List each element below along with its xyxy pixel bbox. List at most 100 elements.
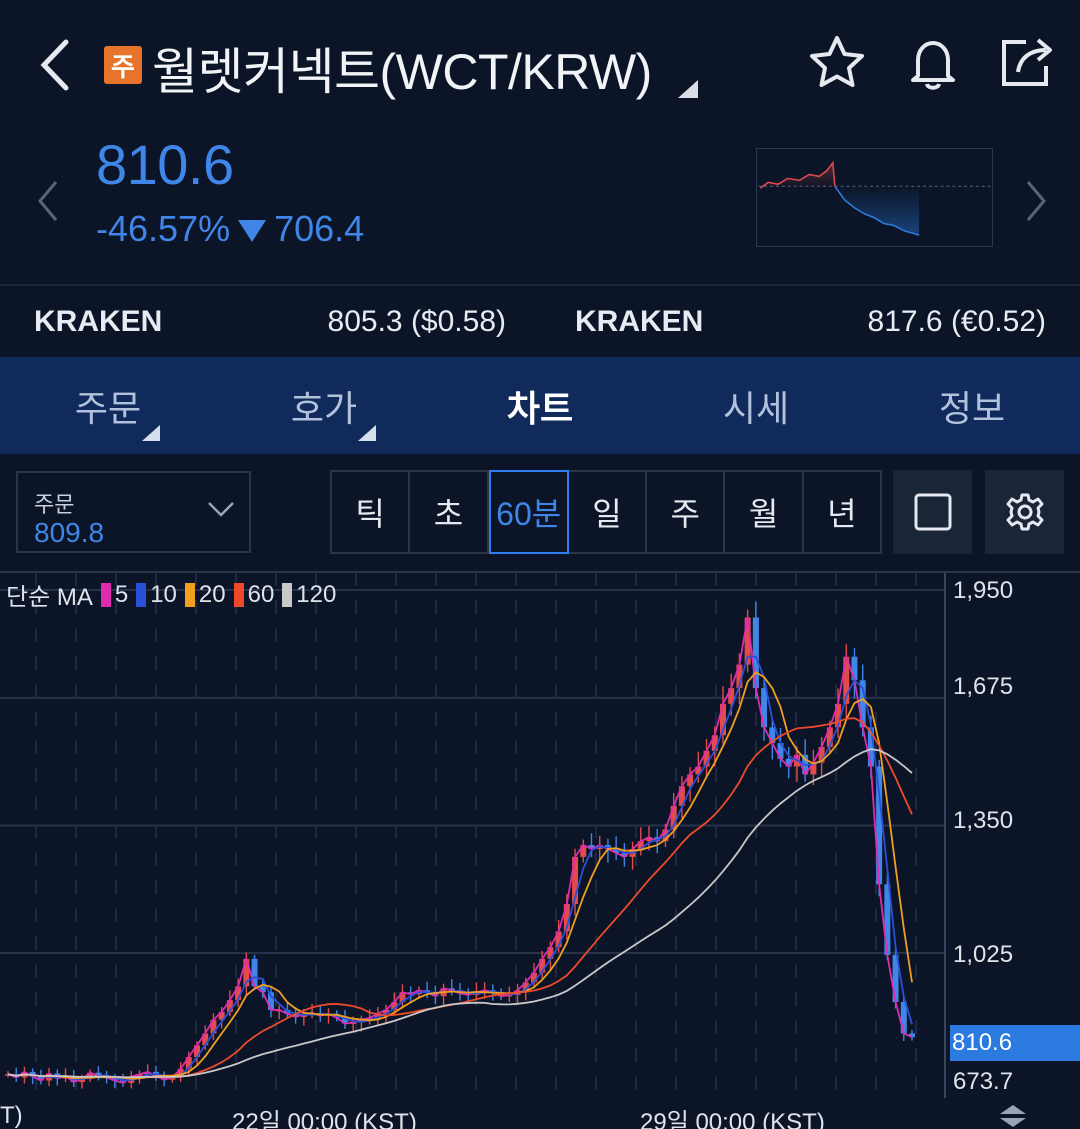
app-header: 주 월렛커넥트(WCT/KRW) [0, 0, 1080, 128]
ma120-label: 120 [296, 580, 337, 608]
price-chart[interactable] [0, 570, 1080, 1129]
candle-body [341, 1017, 348, 1024]
order-label: 주문 [34, 492, 75, 517]
candle-body [292, 1013, 299, 1017]
tab-quotes[interactable]: 시세 [648, 357, 864, 454]
share-icon[interactable] [996, 32, 1058, 94]
candle-body [588, 845, 595, 850]
candle-body [785, 758, 792, 767]
mini-sparkline-chart[interactable] [756, 148, 993, 247]
market-badge: 주 [104, 46, 142, 84]
candle-body [120, 1080, 127, 1083]
candle-body [243, 958, 250, 987]
ma10-swatch [136, 582, 147, 607]
ma20-label: 20 [198, 580, 226, 608]
prev-asset-chevron-icon[interactable] [30, 176, 66, 226]
candle-body [391, 1002, 398, 1010]
candle-body [687, 774, 694, 787]
candle-body [448, 988, 455, 991]
x-tick-label: 22일 00:00 (KST) [232, 1109, 417, 1129]
candle-body [678, 786, 685, 806]
candle-body [111, 1077, 118, 1081]
divider [0, 284, 1080, 286]
candle-body [194, 1045, 201, 1057]
candle-body [621, 852, 628, 857]
ma120-swatch [282, 582, 293, 607]
star-icon[interactable] [806, 32, 868, 94]
candle-body [719, 703, 726, 736]
order-price-dropdown[interactable]: 주문 809.8 [16, 471, 251, 553]
bell-icon[interactable] [902, 32, 964, 94]
candle-body [424, 990, 431, 993]
candle-body [613, 849, 620, 853]
y-tick-label: 1,675 [953, 673, 1014, 700]
y-tick-label: 673.7 [953, 1068, 1014, 1095]
asset-title[interactable]: 월렛커넥트(WCT/KRW) [152, 44, 652, 100]
period-day[interactable]: 일 [569, 472, 648, 552]
period-year[interactable]: 년 [827, 496, 857, 532]
candle-body [876, 766, 883, 885]
tab-order[interactable]: 주문 [0, 357, 216, 454]
chart-settings-button[interactable] [985, 470, 1064, 554]
period-tick[interactable]: 틱 [332, 472, 411, 552]
exchange-price: 805.3 ($0.58) [327, 305, 506, 338]
candle-body [703, 750, 710, 767]
candle-body [851, 656, 858, 681]
candle-body [259, 986, 266, 993]
period-week[interactable]: 주 [647, 472, 726, 552]
candle-body [210, 1019, 217, 1034]
candle-body [884, 884, 891, 955]
ma60-label: 60 [247, 580, 275, 608]
period-month[interactable]: 월 [725, 472, 804, 552]
candle-body [547, 947, 554, 959]
candle-body [78, 1078, 85, 1083]
candle-body [736, 664, 743, 689]
back-chevron-icon[interactable] [30, 30, 80, 100]
period-second[interactable]: 초 [410, 472, 489, 552]
candle-body [752, 617, 759, 689]
candle-body [646, 837, 653, 842]
y-tick-label: 1,950 [953, 577, 1014, 604]
indicator-label: 단순 MA [6, 584, 93, 611]
candle-body [374, 1013, 381, 1018]
x-tick-label: T) [0, 1102, 23, 1129]
ma5-swatch [100, 582, 111, 607]
axis-scale-handle-icon[interactable] [996, 1104, 1030, 1128]
tab-label: 시세 [722, 387, 790, 429]
exchange-price: 817.6 (€0.52) [867, 305, 1046, 338]
ma10-label: 10 [150, 580, 177, 608]
candle-body [867, 727, 874, 767]
down-triangle-icon [238, 220, 267, 243]
tab-chart[interactable]: 차트 [432, 357, 648, 454]
tab-info[interactable]: 정보 [864, 357, 1080, 454]
tab-orderbook[interactable]: 호가 [216, 357, 432, 454]
tab-menu-caret-icon [358, 425, 376, 441]
candle-body [900, 1002, 907, 1034]
candle-body [555, 931, 562, 948]
fullscreen-button[interactable] [893, 470, 972, 554]
tab-bar: 주문 호가 차트 시세 정보 [0, 357, 1080, 454]
candle-body [843, 656, 850, 704]
candle-body [366, 1017, 373, 1020]
title-dropdown-caret-icon[interactable] [678, 80, 698, 98]
candle-body [835, 703, 842, 728]
ma60-swatch [233, 582, 244, 607]
candle-body [202, 1033, 209, 1046]
candle-body [810, 762, 817, 775]
exchange-name: KRAKEN [575, 305, 704, 338]
period-60min[interactable]: 60분 [488, 470, 569, 554]
price-change: -46.57% 706.4 [96, 208, 364, 250]
order-value: 809.8 [34, 517, 105, 548]
candle-body [251, 958, 258, 987]
exchange-prices: KRAKEN 805.3 ($0.58) KRAKEN 817.6 (€0.52… [0, 286, 1080, 356]
ma5-line [7, 617, 913, 1084]
candle-body [185, 1056, 192, 1069]
candle-body [481, 990, 488, 993]
y-tick-label: 1,350 [953, 807, 1014, 834]
candle-body [399, 992, 406, 1003]
period-selector: 틱 초 60분 일 주 월 년 [330, 470, 882, 554]
tab-menu-caret-icon [142, 425, 160, 441]
candle-body [572, 856, 579, 904]
tab-label: 주문 [74, 387, 142, 429]
next-asset-chevron-icon[interactable] [1018, 176, 1054, 226]
